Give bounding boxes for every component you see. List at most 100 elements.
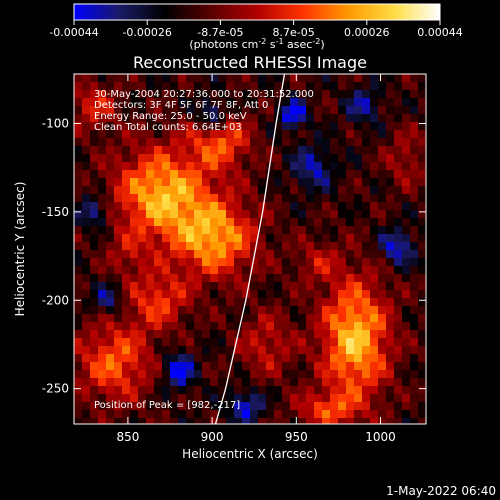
heatmap-cell xyxy=(274,130,283,139)
heatmap-cell xyxy=(298,418,307,424)
heatmap-cell xyxy=(194,130,203,139)
heatmap-cell xyxy=(378,186,387,195)
heatmap-cell xyxy=(154,306,163,315)
heatmap-cell xyxy=(98,290,107,299)
heatmap-cell xyxy=(234,410,243,419)
heatmap-cell xyxy=(410,74,419,83)
heatmap-cell xyxy=(298,98,307,107)
heatmap-cell xyxy=(338,242,347,251)
heatmap-cell xyxy=(282,202,291,211)
heatmap-cell xyxy=(410,258,419,267)
heatmap-cell xyxy=(402,210,411,219)
heatmap-cell xyxy=(146,338,155,347)
heatmap-cell xyxy=(274,354,283,363)
heatmap-cell xyxy=(250,386,259,395)
heatmap-cell xyxy=(322,266,331,275)
heatmap-cell xyxy=(418,258,426,267)
heatmap-cell xyxy=(282,282,291,291)
heatmap-cell xyxy=(210,146,219,155)
heatmap-cell xyxy=(90,242,99,251)
heatmap-cell xyxy=(402,82,411,91)
heatmap-cell xyxy=(202,266,211,275)
heatmap-cell xyxy=(114,298,123,307)
heatmap-cell xyxy=(338,250,347,259)
heatmap-cell xyxy=(386,178,395,187)
info-line: 30-May-2004 20:27:36.000 to 20:31:52.000 xyxy=(94,89,314,100)
heatmap-cell xyxy=(290,378,299,387)
heatmap-cell xyxy=(258,106,267,115)
heatmap-cell xyxy=(362,178,371,187)
heatmap-cell xyxy=(98,386,107,395)
heatmap-cell xyxy=(394,306,403,315)
heatmap-cell xyxy=(202,362,211,371)
heatmap-cell xyxy=(242,250,251,259)
heatmap-cell xyxy=(154,98,163,107)
heatmap-cell xyxy=(330,106,339,115)
heatmap-cell xyxy=(130,122,139,131)
heatmap-cell xyxy=(250,202,259,211)
heatmap-cell xyxy=(298,114,307,123)
heatmap-cell xyxy=(290,370,299,379)
heatmap-cell xyxy=(290,234,299,243)
heatmap-cell xyxy=(194,362,203,371)
heatmap-cell xyxy=(370,386,379,395)
heatmap-cell xyxy=(362,130,371,139)
heatmap-cell xyxy=(290,410,299,419)
heatmap-cell xyxy=(394,290,403,299)
heatmap-cell xyxy=(210,386,219,395)
heatmap-cell xyxy=(370,106,379,115)
heatmap-cell xyxy=(282,170,291,179)
heatmap-cell xyxy=(98,146,107,155)
heatmap-cell xyxy=(354,274,363,283)
heatmap-cell xyxy=(266,82,275,91)
heatmap-cell xyxy=(122,154,131,163)
heatmap-cell xyxy=(226,234,235,243)
heatmap-cell xyxy=(194,282,203,291)
heatmap-cell xyxy=(322,106,331,115)
colorbar-unit: (photons cm-2 s-1 asec-2) xyxy=(189,37,324,51)
y-tick-label: -150 xyxy=(42,205,69,219)
heatmap-cell xyxy=(74,130,83,139)
heatmap-cell xyxy=(282,378,291,387)
heatmap-cell xyxy=(394,370,403,379)
heatmap-cell xyxy=(330,98,339,107)
heatmap-cell xyxy=(402,106,411,115)
heatmap-cell xyxy=(74,258,83,267)
heatmap-cell xyxy=(314,82,323,91)
heatmap-cell xyxy=(226,154,235,163)
heatmap-cell xyxy=(186,226,195,235)
heatmap-cell xyxy=(330,250,339,259)
heatmap-cell xyxy=(210,290,219,299)
heatmap-cell xyxy=(226,330,235,339)
heatmap-cell xyxy=(162,210,171,219)
heatmap-cell xyxy=(314,258,323,267)
heatmap-cell xyxy=(146,218,155,227)
heatmap-cell xyxy=(154,410,163,419)
heatmap-cell xyxy=(362,98,371,107)
heatmap-cell xyxy=(170,138,179,147)
heatmap-cell xyxy=(170,242,179,251)
heatmap-cell xyxy=(354,170,363,179)
heatmap-cell xyxy=(298,330,307,339)
heatmap-cell xyxy=(370,410,379,419)
heatmap-cell xyxy=(346,130,355,139)
heatmap-cell xyxy=(106,210,115,219)
heatmap-cell xyxy=(146,346,155,355)
heatmap-cell xyxy=(82,210,91,219)
heatmap-cell xyxy=(290,266,299,275)
heatmap-cell xyxy=(402,274,411,283)
heatmap-cell xyxy=(242,122,251,131)
heatmap-cell xyxy=(106,138,115,147)
heatmap-cell xyxy=(106,418,115,424)
heatmap-cell xyxy=(178,170,187,179)
heatmap-cell xyxy=(290,90,299,99)
heatmap-cell xyxy=(402,386,411,395)
heatmap-cell xyxy=(138,386,147,395)
heatmap-cell xyxy=(370,370,379,379)
heatmap-cell xyxy=(186,346,195,355)
heatmap-cell xyxy=(82,378,91,387)
heatmap-cell xyxy=(338,306,347,315)
heatmap-cell xyxy=(154,178,163,187)
heatmap-cell xyxy=(418,138,426,147)
heatmap-cell xyxy=(394,282,403,291)
